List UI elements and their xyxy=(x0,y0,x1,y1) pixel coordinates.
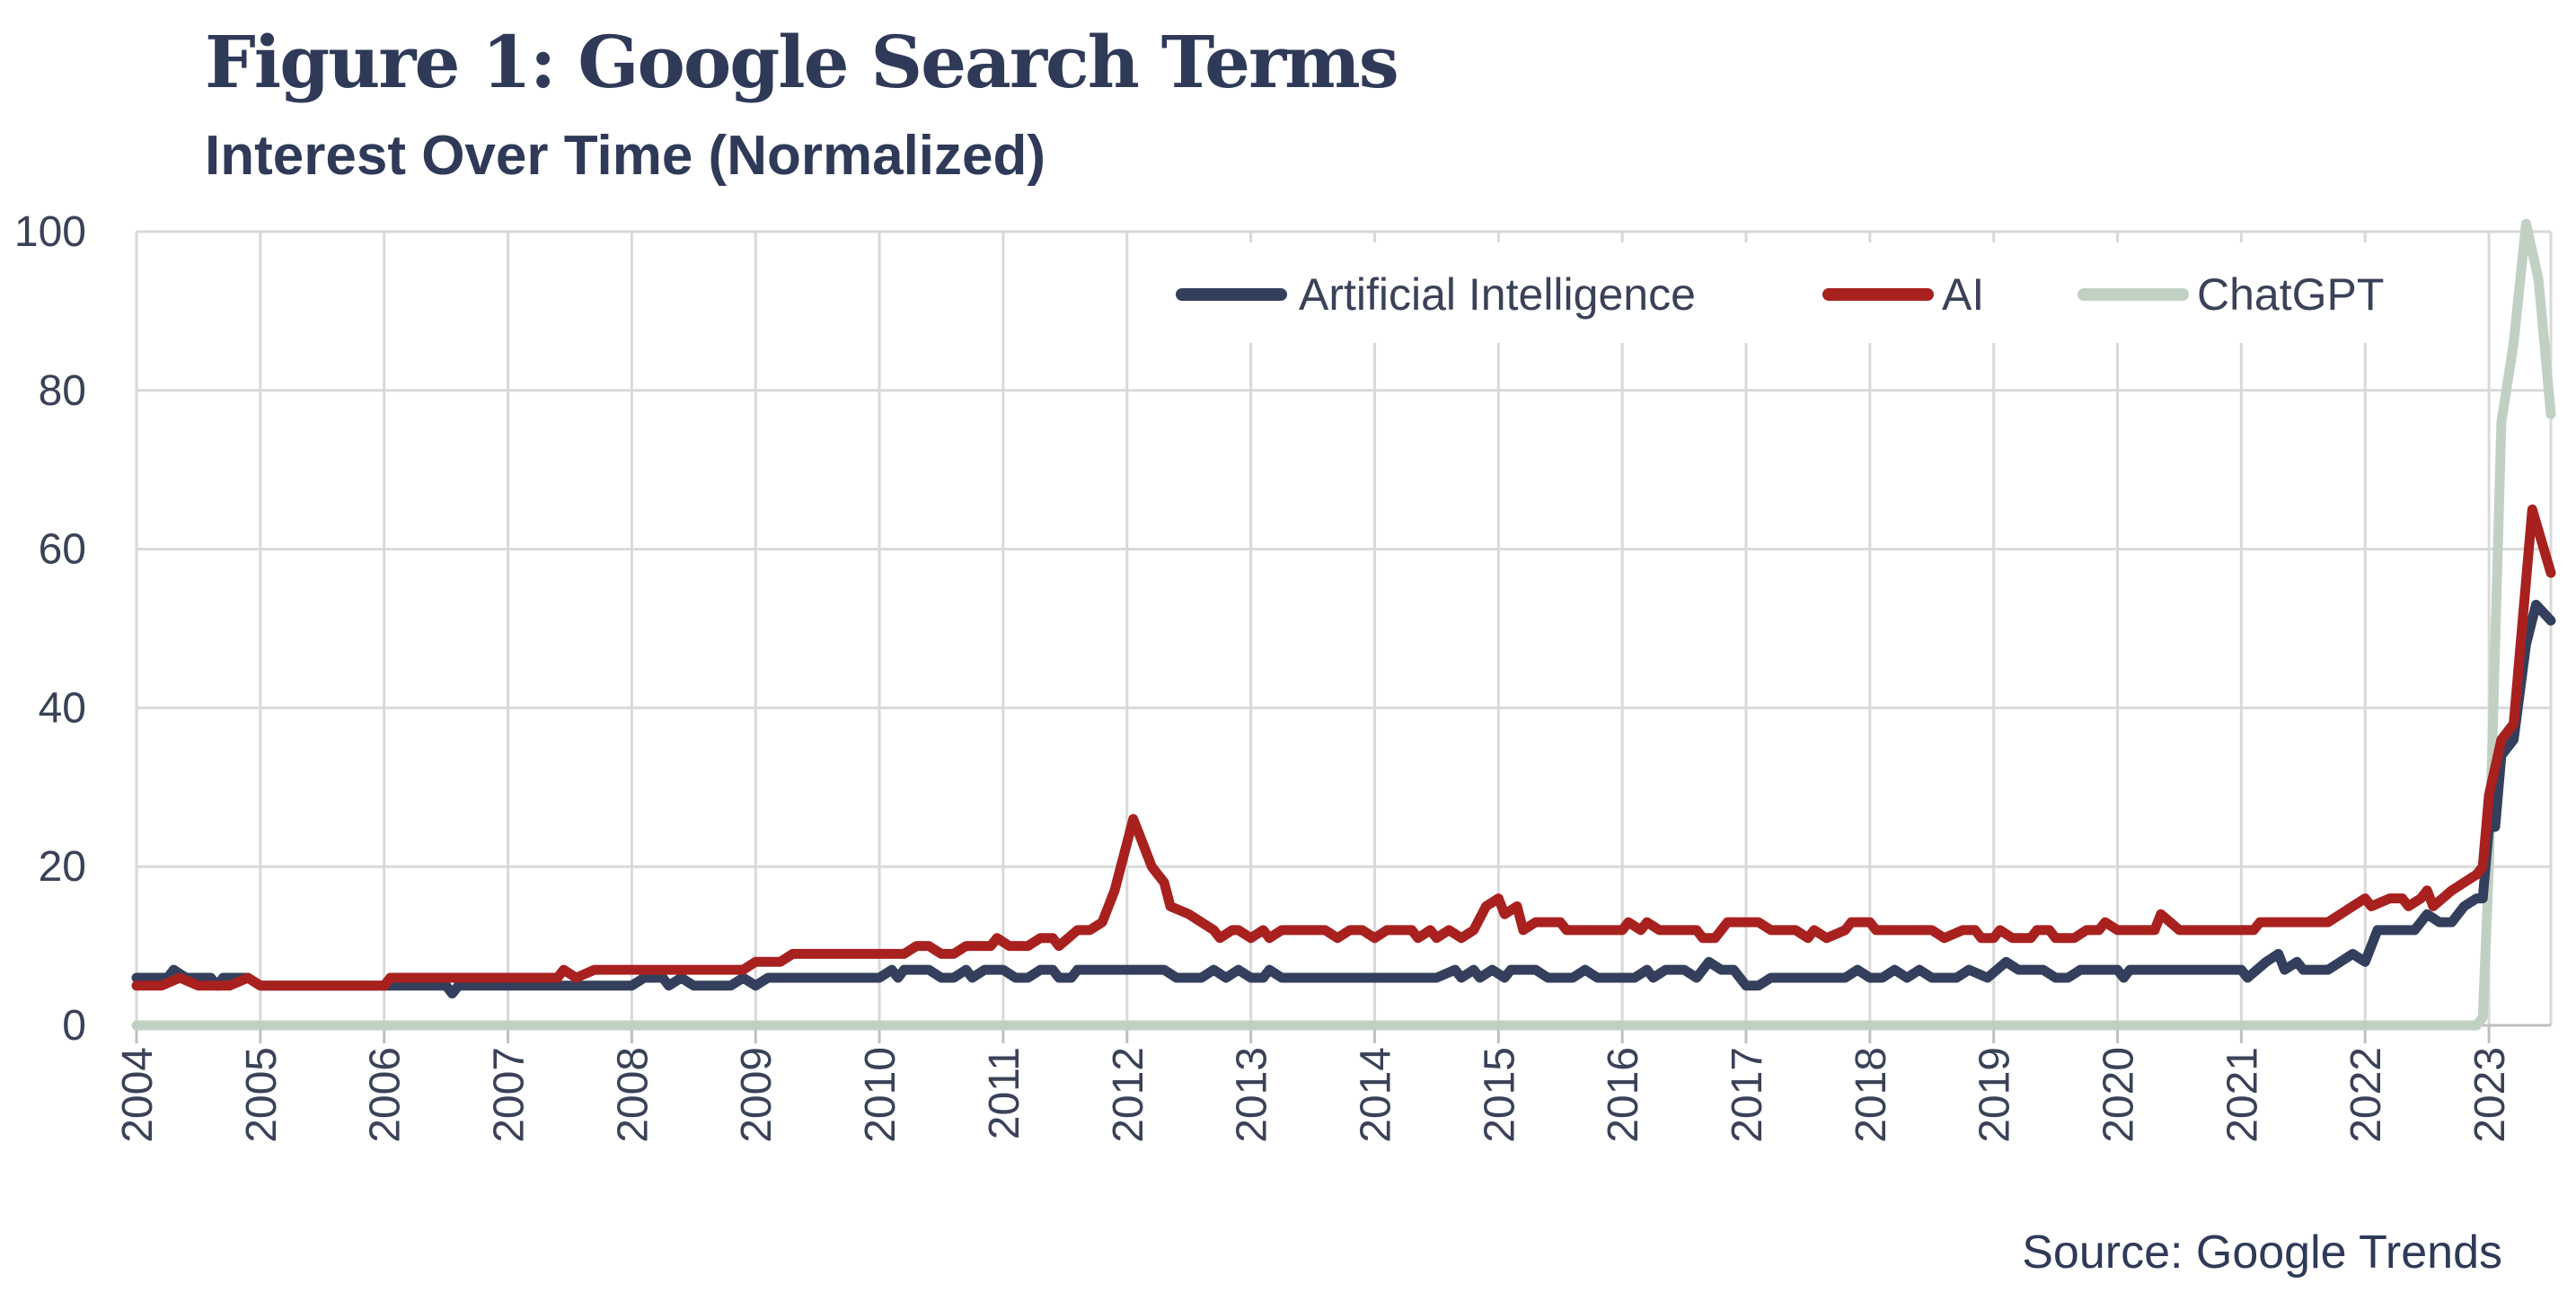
y-tick-label: 80 xyxy=(39,367,86,415)
axes: 0 20 40 60 80 100 2004 2005 2006 2007 2008 2009 2010… xyxy=(14,208,2551,1143)
y-tick-label: 60 xyxy=(39,526,86,574)
x-tick-label: 2014 xyxy=(1352,1047,1399,1143)
x-tick-label: 2005 xyxy=(238,1047,286,1143)
x-tick-label: 2023 xyxy=(2466,1047,2514,1143)
x-tick-label: 2010 xyxy=(857,1047,904,1143)
x-tick-label: 2013 xyxy=(1229,1047,1276,1143)
grid-lines xyxy=(135,230,2553,1027)
y-tick-label: 20 xyxy=(39,843,86,891)
series-line-artificial-intelligence xyxy=(131,600,2556,999)
y-tick-label: 40 xyxy=(39,684,86,732)
series-lines xyxy=(131,218,2556,1031)
x-tick-label: 2020 xyxy=(2095,1047,2143,1143)
x-tick-label: 2015 xyxy=(1476,1047,1523,1143)
legend: Artificial Intelligence AI ChatGPT xyxy=(1132,242,2384,343)
x-tick-label: 2018 xyxy=(1848,1047,1895,1143)
x-tick-label: 2021 xyxy=(2219,1047,2266,1143)
legend-label: Artificial Intelligence xyxy=(1299,269,1696,320)
x-tick-label: 2019 xyxy=(1972,1047,2019,1143)
chart-title: Figure 1: Google Search Terms xyxy=(205,20,1399,104)
source-note: Source: Google Trends xyxy=(2022,1226,2502,1279)
legend-label: AI xyxy=(1942,269,1984,320)
x-tick-label: 2011 xyxy=(981,1047,1028,1139)
chart-subtitle: Interest Over Time (Normalized) xyxy=(205,125,1046,187)
x-tick-label: 2007 xyxy=(486,1047,534,1143)
y-tick-label: 100 xyxy=(14,208,86,256)
x-tick-label: 2012 xyxy=(1105,1047,1152,1143)
x-tick-label: 2008 xyxy=(609,1047,657,1143)
series-line-ai xyxy=(131,504,2556,991)
x-tick-label: 2017 xyxy=(1724,1047,1771,1143)
x-tick-label: 2004 xyxy=(114,1047,162,1143)
x-tick-label: 2006 xyxy=(362,1047,410,1143)
x-tick-label: 2016 xyxy=(1600,1047,1647,1143)
x-tick-label: 2009 xyxy=(733,1047,781,1143)
legend-label: ChatGPT xyxy=(2197,269,2384,320)
x-tick-label: 2022 xyxy=(2342,1047,2390,1143)
series-line-chatgpt xyxy=(131,218,2556,1031)
y-tick-label: 0 xyxy=(62,1002,86,1050)
